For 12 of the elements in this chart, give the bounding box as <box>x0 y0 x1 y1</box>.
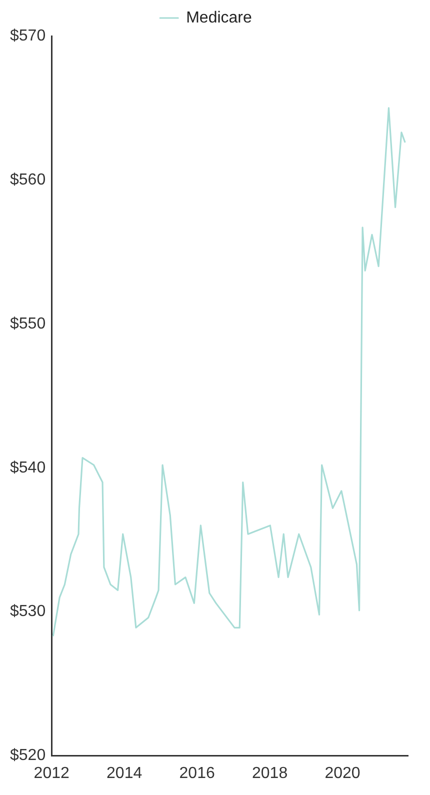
y-tick-label: $530 <box>10 603 46 620</box>
x-tick-label: 2016 <box>179 764 215 782</box>
y-tick-label: $550 <box>10 315 46 332</box>
x-tick-label: 2014 <box>106 764 142 782</box>
y-tick-label: $570 <box>10 27 46 44</box>
y-tick-label: $560 <box>10 171 46 188</box>
y-tick-label: $540 <box>10 459 46 476</box>
x-tick-label: 2018 <box>252 764 288 782</box>
x-tick-label: 2012 <box>34 764 70 782</box>
x-tick-label: 2020 <box>324 764 360 782</box>
legend-label: Medicare <box>186 9 252 26</box>
y-tick-label: $520 <box>10 747 46 764</box>
